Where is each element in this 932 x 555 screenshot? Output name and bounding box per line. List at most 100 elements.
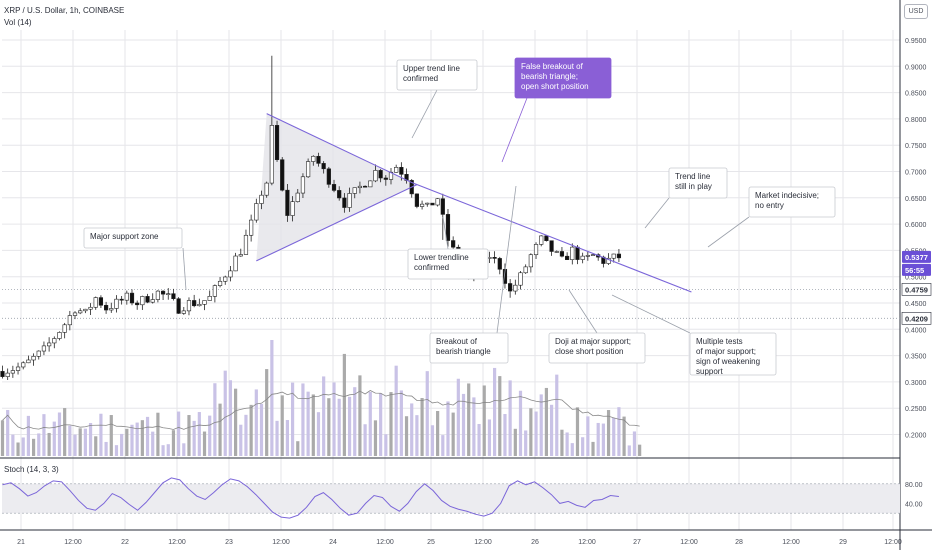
stoch-band [2, 483, 900, 514]
currency-button[interactable]: USD [904, 4, 928, 19]
candle-body [0, 371, 5, 377]
volume-bar [239, 424, 243, 456]
candle-body [249, 219, 254, 236]
candle [197, 298, 202, 307]
candle [93, 296, 98, 310]
time-tick-label: 12:00 [272, 539, 290, 546]
callout-trend-line-text: still in play [675, 182, 712, 191]
candle-body [430, 202, 435, 206]
candle [192, 294, 197, 308]
price-tick-label: 0.3500 [905, 354, 927, 361]
candle [394, 164, 399, 173]
candle-body [197, 304, 202, 307]
candle [41, 341, 47, 356]
candle-body [166, 293, 171, 295]
volume-bar [265, 369, 269, 456]
volume-bar [487, 419, 492, 456]
callout-multiple-tests-box [689, 332, 777, 376]
level-2-tag-bg [902, 312, 931, 325]
volume-bar [306, 391, 310, 456]
candle-body [47, 342, 52, 347]
volume-bar [477, 423, 481, 456]
candle-body [362, 185, 368, 188]
volume-bar [52, 421, 56, 456]
volume-bar [638, 444, 642, 456]
volume-bar [290, 382, 295, 456]
volume-bar [114, 445, 119, 456]
volume-bar [202, 431, 207, 456]
volume-moving-average [2, 390, 640, 430]
candle-body [554, 251, 559, 253]
time-tick-label: 24 [329, 539, 337, 546]
candle-body [533, 244, 539, 256]
volume-bar [275, 420, 279, 456]
volume-bar [581, 437, 585, 456]
candle [373, 164, 378, 183]
candle-body [88, 306, 93, 310]
volume-bar [0, 420, 5, 456]
volume-bar [21, 437, 25, 456]
candle [368, 180, 373, 188]
candle-body [223, 276, 228, 282]
time-tick-label: 12:00 [782, 539, 800, 546]
callout-upper-trend-pointer [411, 89, 438, 139]
level-1-tag: 0.4759 [902, 283, 931, 296]
price-tick-label: 0.5000 [905, 275, 927, 282]
volume-bar [156, 412, 160, 456]
candle-body [57, 332, 62, 339]
candle [445, 208, 451, 247]
candle [150, 293, 155, 304]
countdown-tag-text: 56:55 [905, 266, 924, 275]
time-tick-label: 12:00 [376, 539, 394, 546]
callout-false-breakout-text: bearish triangle; [521, 72, 578, 81]
candle [435, 198, 440, 207]
candle [72, 311, 78, 320]
candle [124, 290, 129, 305]
candle-body [15, 366, 21, 371]
volume-bar [534, 411, 538, 456]
callout-lower-trend-text: Lower trendline [414, 253, 469, 262]
callout-doji-text: close short position [555, 347, 623, 356]
volume-bar [544, 387, 548, 456]
candle [316, 152, 321, 167]
candle [414, 193, 420, 209]
candle-body [373, 170, 378, 182]
candle [430, 202, 435, 206]
volume-bar [88, 423, 93, 456]
callout-multiple-tests-text: of major support; [696, 347, 756, 356]
candle-body [342, 197, 347, 208]
triangle-pattern [256, 113, 417, 261]
candle [274, 120, 280, 162]
volume-bar [192, 420, 196, 456]
candle-body [83, 308, 88, 312]
candle-body [580, 255, 585, 260]
candle [166, 288, 171, 300]
candle-body [326, 168, 331, 185]
price-tick-label: 0.6000 [905, 222, 927, 229]
price-tick-label: 0.2000 [905, 433, 927, 440]
volume-bar [363, 424, 367, 456]
candle-body [228, 270, 233, 278]
level-2-tag: 0.4209 [902, 312, 931, 325]
callout-lower-trend-box [407, 248, 489, 280]
stoch-tick-label: 80.00 [905, 482, 923, 489]
volume-bar [524, 430, 528, 456]
candle [10, 365, 15, 378]
candle [83, 308, 88, 314]
volume-bar [187, 415, 191, 456]
candle-body [280, 159, 285, 191]
volume-bar [467, 383, 471, 456]
candle [378, 169, 383, 183]
candle-body [300, 176, 306, 194]
candle [539, 235, 544, 247]
callout-multiple-tests-text: Multiple tests [696, 337, 743, 346]
candle [140, 295, 145, 310]
volume-bar [301, 383, 305, 456]
volume-bar [493, 367, 497, 456]
callout-false-breakout-box [514, 57, 612, 99]
volume-bar [503, 414, 507, 456]
candle-body [67, 315, 72, 326]
callout-trend-line-box [668, 167, 728, 199]
volume-bar [337, 398, 341, 456]
candle-body [544, 235, 549, 242]
